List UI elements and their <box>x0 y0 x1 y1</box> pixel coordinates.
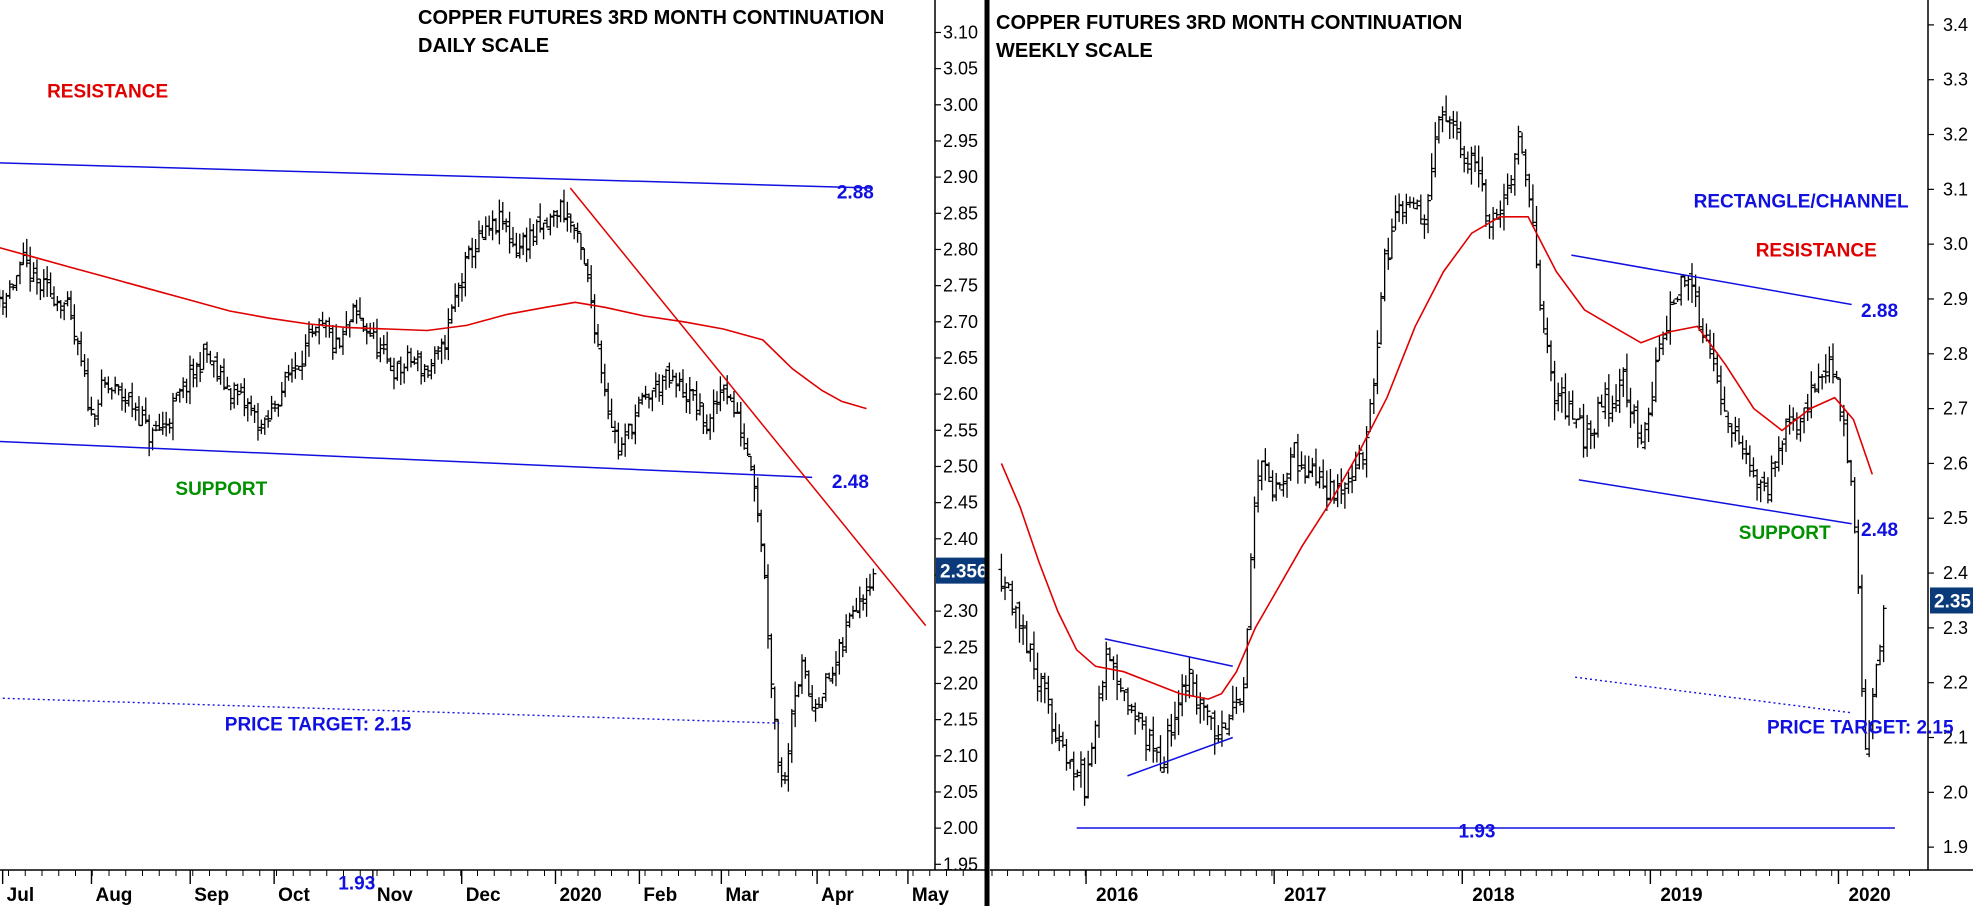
y-tick-label: 2.8 <box>1943 344 1968 364</box>
annotation-label: 2.48 <box>832 472 869 493</box>
annotation-label: 2.88 <box>837 183 874 204</box>
x-tick-label: May <box>912 885 949 906</box>
y-tick-label: 2.20 <box>943 673 978 693</box>
y-tick-label: 2.55 <box>943 420 978 440</box>
x-tick-label: 2017 <box>1284 885 1326 906</box>
weekly-time-axis: 2016 2017 2018 2019 2020 <box>990 869 1973 906</box>
x-tick-label: Apr <box>821 885 854 906</box>
x-tick-label: 2016 <box>1096 885 1138 906</box>
annotation-label: RESISTANCE <box>1756 241 1877 262</box>
y-tick-label: 2.75 <box>943 276 978 296</box>
annotation-label: PRICE TARGET: 2.15 <box>225 714 412 735</box>
rect-top-line <box>1571 254 1852 306</box>
y-tick-label: 1.9 <box>1943 837 1968 857</box>
annotation-label: 2.48 <box>1861 520 1898 541</box>
y-tick-label: 2.0 <box>1943 782 1968 802</box>
y-tick-label: 3.1 <box>1943 179 1968 199</box>
x-tick-label: 2018 <box>1472 885 1514 906</box>
y-tick-label: 2.30 <box>943 601 978 621</box>
weekly-plot-area <box>998 95 1895 829</box>
downtrend-line <box>569 187 927 627</box>
x-tick-label: 2020 <box>1848 885 1890 906</box>
y-tick-label: 2.9 <box>1943 289 1968 309</box>
daily-time-axis: Jul Aug Sep Oct Nov Dec 2020 Feb Mar Apr May <box>0 869 985 906</box>
y-tick-label: 2.6 <box>1943 453 1968 473</box>
y-tick-label: 2.60 <box>943 384 978 404</box>
moving-average-line <box>1000 216 1874 700</box>
y-tick-label: 2.90 <box>943 167 978 187</box>
x-tick-label: Mar <box>725 885 759 906</box>
daily-chart-subtitle: DAILY SCALE <box>418 35 549 57</box>
y-tick-label: 2.7 <box>1943 399 1968 419</box>
y-tick-label: 2.1 <box>1943 728 1968 748</box>
triangle-bottom-line <box>1127 736 1234 777</box>
daily-price-axis: 3.10 3.05 3.00 2.95 2.90 2.85 2.80 2.75 2.70 2.65… <box>934 0 978 874</box>
x-tick-label: Nov <box>377 885 413 906</box>
resistance-line <box>0 162 872 189</box>
y-tick-label: 3.3 <box>1943 70 1968 90</box>
x-tick-label: Aug <box>95 885 132 906</box>
y-tick-label: 2.95 <box>943 131 978 151</box>
y-tick-label: 2.45 <box>943 493 978 513</box>
y-tick-label: 2.5 <box>1943 508 1968 528</box>
y-tick-label: 2.80 <box>943 239 978 259</box>
y-tick-label: 2.70 <box>943 312 978 332</box>
weekly-chart: COPPER FUTURES 3RD MONTH CONTINUATION WE… <box>990 0 1973 906</box>
price-bars <box>998 95 1887 806</box>
annotation-label: SUPPORT <box>175 479 267 500</box>
y-tick-label: 3.4 <box>1943 15 1968 35</box>
annotation-label: 1.93 <box>1459 822 1496 843</box>
y-tick-label: 2.4 <box>1943 563 1968 583</box>
support-line <box>0 440 813 479</box>
y-tick-label: 2.25 <box>943 637 978 657</box>
moving-average-line <box>0 246 867 410</box>
y-tick-label: 2.40 <box>943 529 978 549</box>
y-tick-label: 3.2 <box>1943 125 1968 145</box>
target-line <box>1575 676 1852 714</box>
daily-chart-title: COPPER FUTURES 3RD MONTH CONTINUATION <box>418 7 884 29</box>
x-tick-label: Jul <box>7 885 34 906</box>
y-tick-label: 2.50 <box>943 456 978 476</box>
y-tick-label: 2.00 <box>943 818 978 838</box>
annotation-label: RECTANGLE/CHANNEL <box>1694 191 1909 212</box>
y-tick-label: 2.65 <box>943 348 978 368</box>
y-tick-label: 2.10 <box>943 746 978 766</box>
current-price-box <box>1930 587 1973 614</box>
annotation-label: 1.93 <box>338 873 375 894</box>
y-tick-label: 3.05 <box>943 59 978 79</box>
current-price-box <box>936 557 985 584</box>
x-tick-label: Sep <box>194 885 229 906</box>
annotation-label: PRICE TARGET: 2.15 <box>1767 718 1954 739</box>
y-tick-label: 2.05 <box>943 782 978 802</box>
target-line <box>0 697 783 724</box>
y-tick-label: 3.00 <box>943 95 978 115</box>
current-price-label: 2.35 <box>1934 591 1971 612</box>
x-tick-label: 2020 <box>559 885 601 906</box>
y-tick-label: 3.10 <box>943 22 978 42</box>
x-tick-label: Oct <box>278 885 310 906</box>
annotation-label: SUPPORT <box>1739 523 1831 544</box>
current-price-label: 2.356 <box>940 562 988 583</box>
triangle-top-line <box>1104 638 1233 667</box>
weekly-price-axis: 3.4 3.3 3.2 3.1 3.0 2.9 2.8 2.7 2.6 2.5 2.4 2.3 2.2 2… <box>1927 0 1968 870</box>
weekly-chart-subtitle: WEEKLY SCALE <box>996 40 1153 62</box>
x-tick-label: 2019 <box>1660 885 1702 906</box>
y-tick-label: 2.3 <box>1943 618 1968 638</box>
daily-plot-area <box>0 162 927 792</box>
x-tick-label: Feb <box>643 885 677 906</box>
y-tick-label: 2.2 <box>1943 673 1968 693</box>
y-tick-label: 3.0 <box>1943 234 1968 254</box>
rect-bottom-line <box>1578 479 1852 525</box>
y-tick-label: 2.85 <box>943 203 978 223</box>
daily-chart: COPPER FUTURES 3RD MONTH CONTINUATION DA… <box>0 0 988 906</box>
y-tick-label: 1.95 <box>943 854 978 874</box>
weekly-chart-title: COPPER FUTURES 3RD MONTH CONTINUATION <box>996 12 1462 34</box>
x-tick-label: Dec <box>466 885 501 906</box>
y-tick-label: 2.15 <box>943 710 978 730</box>
price-bars <box>0 189 877 792</box>
annotation-label: RESISTANCE <box>47 81 168 102</box>
annotation-label: 2.88 <box>1861 301 1898 322</box>
